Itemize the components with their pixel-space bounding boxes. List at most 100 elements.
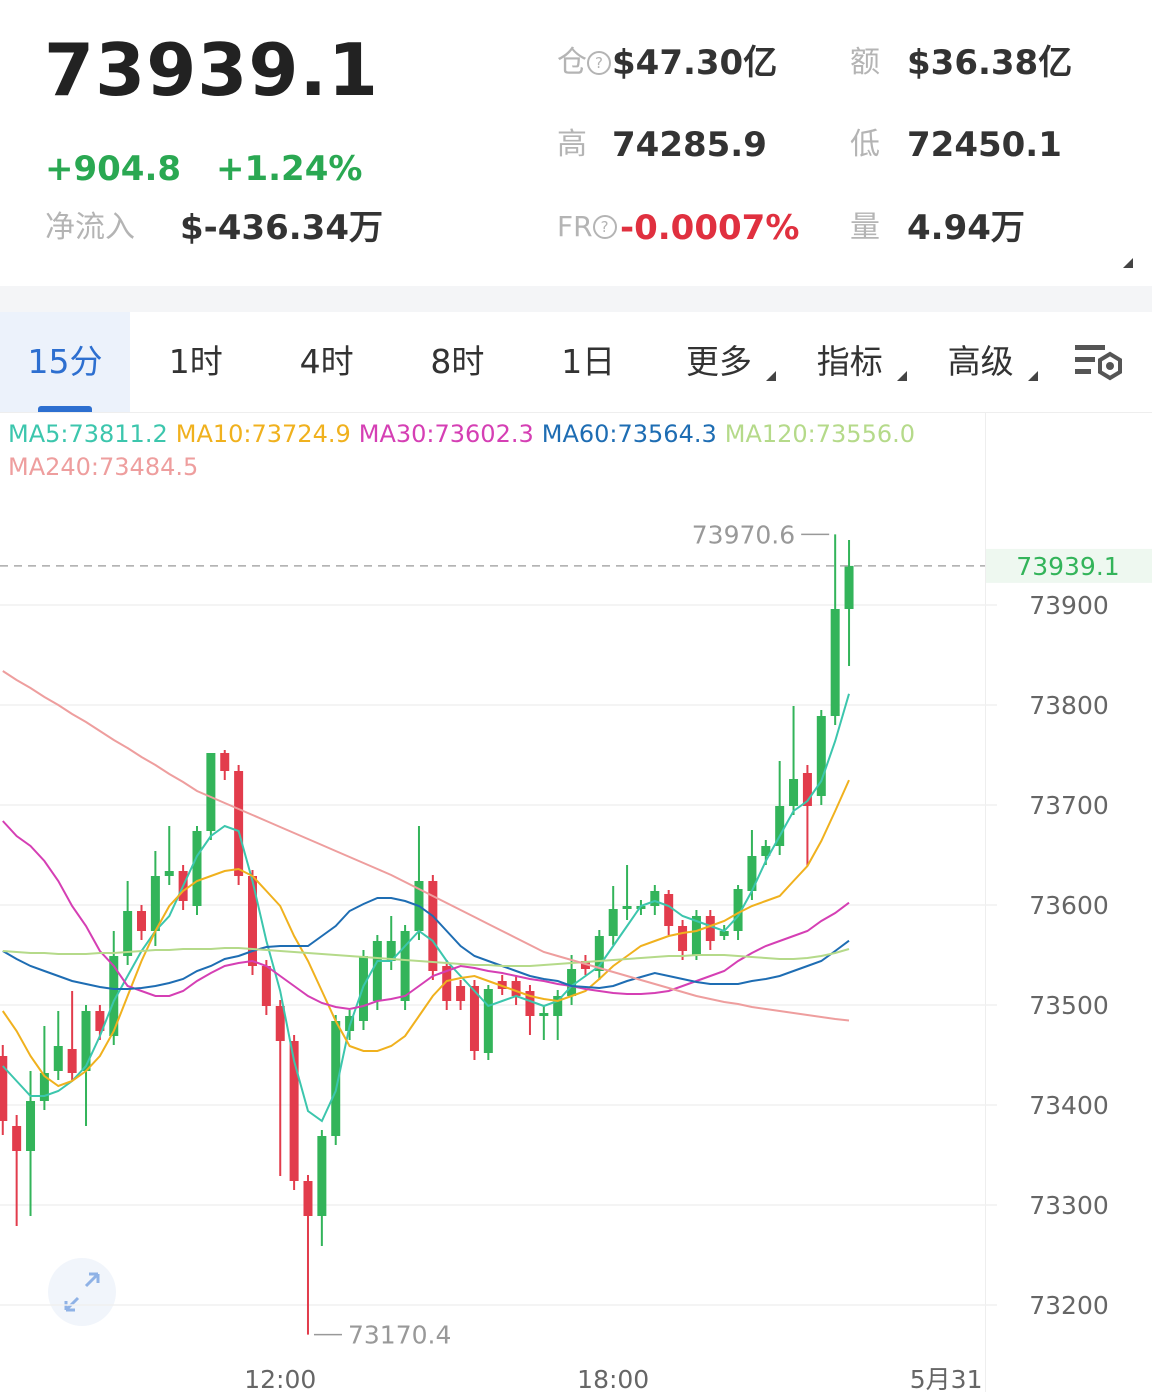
- candle-body: [622, 906, 632, 909]
- candle-body: [123, 911, 133, 956]
- candle-body: [761, 846, 771, 856]
- stat-label-text: 仓: [557, 45, 587, 80]
- candle-body: [53, 1046, 63, 1071]
- tab[interactable]: 4时: [299, 342, 354, 381]
- ma-line: [2, 670, 850, 1022]
- candle-body: [137, 911, 147, 931]
- stat-label-text: FR: [557, 210, 593, 243]
- y-tick-label: 73500: [1029, 991, 1109, 1020]
- chart: 73200 73300 73400 73500 73600 73700 73800 73900…: [0, 413, 1152, 1392]
- candle-body: [109, 956, 119, 1036]
- candle-body: [469, 986, 479, 1051]
- dropdown-arrow: [766, 371, 776, 381]
- stat-value: $36.38亿: [907, 43, 1073, 83]
- tab[interactable]: 更多: [686, 342, 752, 381]
- tab[interactable]: 指标: [816, 342, 883, 381]
- help-icon[interactable]: ?: [587, 51, 611, 75]
- legend-entry: MA30:73602.3: [359, 420, 534, 448]
- last-price: 73939.1: [44, 28, 379, 112]
- candle-body: [733, 889, 743, 931]
- candle-body: [567, 969, 577, 996]
- candle-body: [67, 1049, 77, 1073]
- ma-line: [1, 779, 850, 1088]
- candle-body: [608, 909, 618, 936]
- tab[interactable]: 15分: [0, 312, 130, 412]
- help-icon[interactable]: ?: [592, 215, 617, 239]
- candle-body: [95, 1011, 105, 1031]
- candle-body: [317, 1136, 327, 1216]
- candle-body: [164, 871, 174, 876]
- candle-body: [442, 966, 452, 1001]
- change: +904.8: [45, 149, 182, 189]
- candle-body: [372, 941, 382, 1001]
- candle-body: [289, 1041, 299, 1181]
- ma-line: [2, 693, 850, 1123]
- candle-body: [220, 753, 230, 771]
- legend-entry: MA10:73724.9: [176, 420, 351, 448]
- candle-body: [539, 1013, 549, 1016]
- net-inflow-label: 净流入: [45, 210, 135, 245]
- separator: [0, 286, 1152, 312]
- tab[interactable]: 8时: [430, 342, 485, 381]
- legend-entry: MA120:73556.0: [725, 420, 915, 448]
- stat-label: 低: [850, 127, 880, 162]
- y-tick-label: 73800: [1029, 691, 1109, 720]
- expand-arrow[interactable]: [1123, 258, 1133, 268]
- tab[interactable]: 1日: [561, 342, 616, 381]
- candle-body: [0, 1056, 8, 1121]
- stat-value: 72450.1: [907, 125, 1062, 165]
- ma-line: [2, 897, 850, 990]
- candle-body: [400, 931, 410, 1001]
- candle-body: [664, 894, 674, 926]
- y-tick-label: 73300: [1029, 1191, 1109, 1220]
- stat-label: 额: [850, 45, 880, 80]
- candle-body: [386, 941, 396, 961]
- last-price-label: 73939.1: [1016, 552, 1119, 581]
- candle-body: [747, 856, 757, 891]
- stat-label: 高: [557, 127, 587, 162]
- x-tick-label: 12:00: [244, 1365, 316, 1392]
- x-tick-label: 18:00: [577, 1365, 649, 1392]
- candle-body: [247, 876, 257, 966]
- tab[interactable]: 1时: [168, 342, 223, 381]
- candle-body: [456, 986, 466, 1001]
- candle-body: [483, 989, 493, 1053]
- candle-body: [594, 936, 604, 971]
- candle-body: [303, 1181, 313, 1216]
- candle-body: [719, 931, 729, 936]
- y-tick-label: 73700: [1029, 791, 1109, 820]
- tab[interactable]: 高级: [947, 342, 1014, 381]
- candle-body: [511, 981, 521, 996]
- stat-value: 74285.9: [612, 125, 767, 165]
- y-tick-label: 73200: [1029, 1291, 1109, 1320]
- stat-value: 4.94万: [907, 208, 1025, 248]
- candle-body: [150, 876, 160, 931]
- stat-label: FR?: [557, 213, 617, 241]
- candle-body: [206, 753, 216, 831]
- candle-body: [261, 966, 271, 1006]
- stat-label: 量: [850, 210, 880, 245]
- ma-line: [2, 820, 850, 1011]
- stat-label: 仓?: [557, 48, 611, 78]
- candle-body: [802, 773, 812, 806]
- candle-body: [691, 916, 701, 956]
- candle-body: [234, 771, 244, 876]
- settings-icon[interactable]: [1072, 342, 1128, 386]
- legend-entry: MA60:73564.3: [542, 420, 717, 448]
- legend-entry: MA240:73484.5: [8, 453, 198, 481]
- candle-body: [39, 1073, 49, 1101]
- candle-body: [81, 1011, 91, 1071]
- stat-value: -0.0007%: [620, 208, 800, 248]
- candle-body: [553, 996, 563, 1016]
- last-price-box: [986, 548, 1152, 583]
- candle-body: [331, 1021, 341, 1136]
- candle-body: [650, 891, 660, 906]
- candle-body: [275, 1006, 285, 1041]
- legend-entry: MA5:73811.2: [8, 420, 168, 448]
- tab-bar: 15分 1时 4时 8时 1日 更多 指标 高级: [0, 312, 1152, 413]
- candle-body: [26, 1101, 36, 1151]
- y-tick-label: 73400: [1029, 1091, 1109, 1120]
- candle-body: [830, 609, 840, 716]
- y-tick-label: 73600: [1029, 891, 1109, 920]
